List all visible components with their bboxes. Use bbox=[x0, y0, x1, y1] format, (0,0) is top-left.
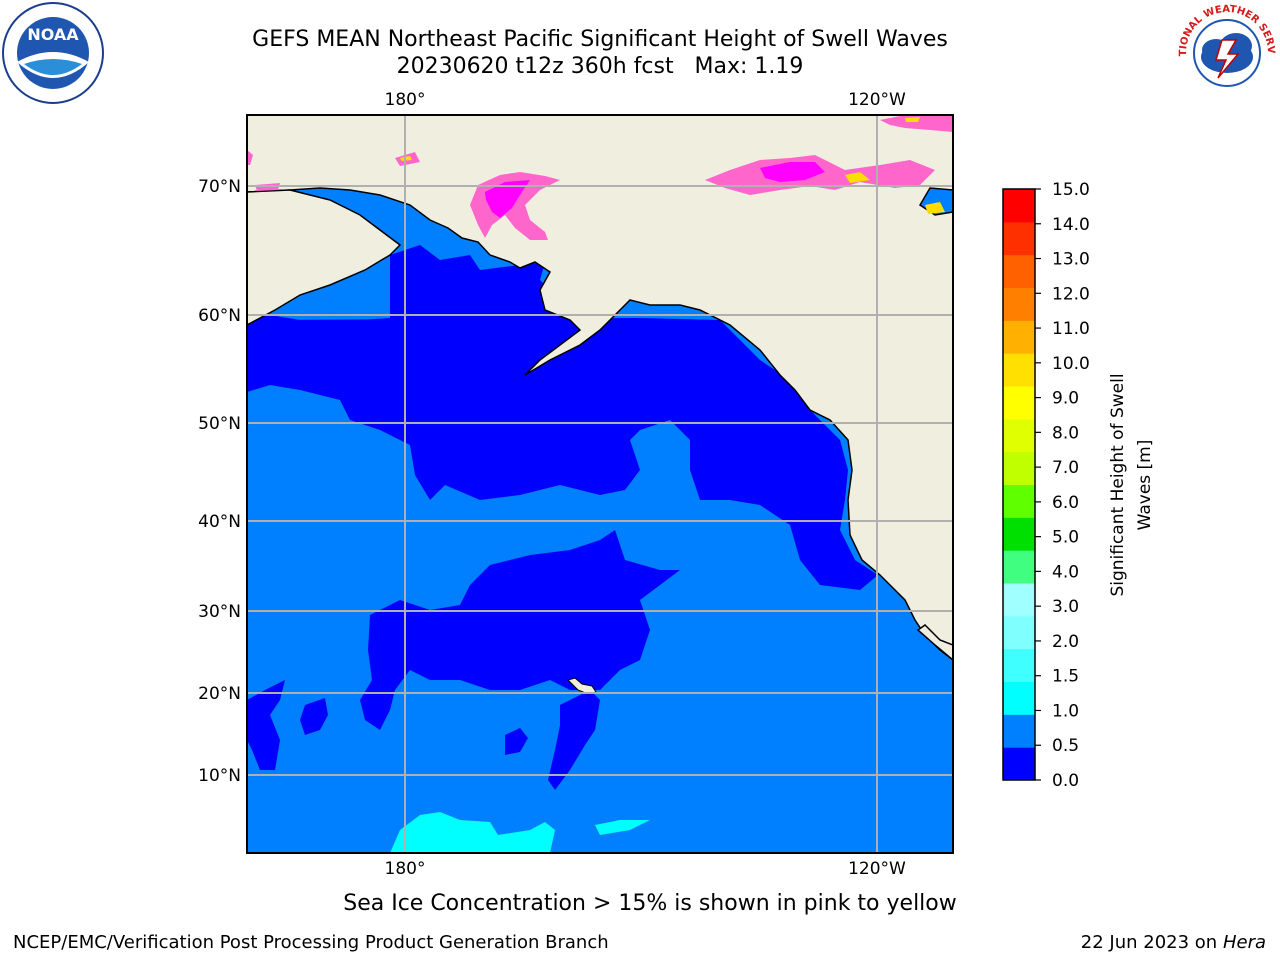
lat-label-20n: 20°N bbox=[198, 684, 241, 704]
colorbar-band bbox=[1003, 517, 1035, 551]
land-hawaii bbox=[567, 677, 597, 695]
colorbar-band bbox=[1003, 189, 1035, 223]
colorbar-band bbox=[1003, 681, 1035, 715]
colorbar-tick-label: 14.0 bbox=[1052, 215, 1090, 235]
colorbar-tick-label: 5.0 bbox=[1052, 528, 1079, 548]
colorbar-band bbox=[1003, 221, 1035, 256]
lon-label-top-180: 180° bbox=[385, 90, 426, 110]
map-frame bbox=[246, 114, 954, 854]
lat-label-70n: 70°N bbox=[198, 177, 241, 197]
colorbar-band bbox=[1003, 320, 1035, 354]
colorbar-tick-label: 11.0 bbox=[1052, 319, 1090, 339]
colorbar-band bbox=[1003, 747, 1035, 781]
colorbar-band bbox=[1003, 583, 1035, 617]
colorbar-band bbox=[1003, 418, 1035, 453]
colorbar-tick-label: 12.0 bbox=[1052, 284, 1090, 304]
sea-ice-beaufort-core bbox=[760, 162, 825, 182]
colorbar-band bbox=[1003, 353, 1035, 387]
sea-ice-arctic-islands bbox=[880, 115, 953, 132]
colorbar-band bbox=[1003, 484, 1035, 518]
colorbar-tick-label: 1.0 bbox=[1052, 701, 1079, 721]
nws-logo: NATIONAL WEATHER SERVICE bbox=[1176, 2, 1277, 103]
footer-date-text: 22 Jun 2023 on bbox=[1080, 932, 1218, 953]
colorbar-tick-label: 4.0 bbox=[1052, 562, 1079, 582]
lon-label-bottom-120w: 120°W bbox=[848, 859, 906, 879]
chart-subtitle: 20230620 t12z 360h fcst Max: 1.19 bbox=[396, 54, 804, 79]
chart-title: GEFS MEAN Northeast Pacific Significant … bbox=[252, 27, 948, 52]
low-swell-west-patch-2 bbox=[300, 698, 328, 735]
colorbar-tick-label: 13.0 bbox=[1052, 250, 1090, 270]
colorbar-tick-label: 1.5 bbox=[1052, 667, 1079, 687]
land-south-mexico bbox=[916, 624, 953, 661]
map-panel bbox=[247, 115, 953, 853]
lat-label-10n: 10°N bbox=[198, 766, 241, 786]
colorbar-band bbox=[1003, 386, 1035, 420]
swell-1-1.5m-equatorial bbox=[390, 812, 555, 853]
colorbar-frame bbox=[1002, 188, 1036, 781]
colorbar-label-line2: Waves [m] bbox=[1135, 440, 1155, 531]
footer-host: Hera bbox=[1222, 932, 1266, 953]
footer-branch: NCEP/EMC/Verification Post Processing Pr… bbox=[13, 932, 609, 953]
footer-date: 22 Jun 2023 on Hera bbox=[1081, 932, 1266, 954]
lat-label-30n: 30°N bbox=[198, 602, 241, 622]
colorbar-band bbox=[1003, 648, 1035, 682]
colorbar-tick-label: 7.0 bbox=[1052, 458, 1079, 478]
colorbar-band bbox=[1003, 451, 1035, 485]
colorbar-tick-label: 0.5 bbox=[1052, 736, 1079, 756]
colorbar-label-line1: Significant Height of Swell bbox=[1108, 373, 1128, 596]
lon-label-bottom-180: 180° bbox=[385, 859, 426, 879]
sea-ice-note: Sea Ice Concentration > 15% is shown in … bbox=[343, 891, 957, 916]
land-chukotka bbox=[247, 189, 402, 326]
colorbar-tick-label: 0.0 bbox=[1052, 771, 1079, 791]
low-swell-small-patch bbox=[505, 728, 528, 755]
colorbar-tick-label: 6.0 bbox=[1052, 493, 1079, 513]
colorbar-band bbox=[1003, 550, 1035, 584]
noaa-logo-text: NOAA bbox=[27, 25, 79, 44]
lat-label-60n: 60°N bbox=[198, 306, 241, 326]
lat-label-40n: 40°N bbox=[198, 512, 241, 532]
colorbar-tick-label: 10.0 bbox=[1052, 354, 1090, 374]
low-swell-subtropical bbox=[360, 530, 680, 730]
colorbar-band bbox=[1003, 615, 1035, 650]
lon-label-top-120w: 120°W bbox=[848, 90, 906, 110]
sea-ice-chukchi-core bbox=[485, 180, 530, 218]
noaa-logo: NOAA bbox=[2, 2, 104, 104]
colorbar-band bbox=[1003, 714, 1035, 748]
lat-label-50n: 50°N bbox=[198, 414, 241, 434]
colorbar-tick-label: 8.0 bbox=[1052, 423, 1079, 443]
colorbar-band bbox=[1003, 287, 1035, 321]
colorbar-ticks: 15.0 14.0 13.0 12.0 11.0 10.0 9.0 8.0 7.0 6.0 5.0 4… bbox=[1035, 180, 1090, 791]
low-swell-west-patch bbox=[247, 680, 285, 770]
swell-1-1.5m-equatorial-2 bbox=[595, 820, 650, 835]
colorbar bbox=[1002, 188, 1036, 781]
colorbar-band bbox=[1003, 254, 1035, 288]
colorbar-tick-label: 3.0 bbox=[1052, 597, 1079, 617]
graticule bbox=[247, 115, 953, 853]
low-swell-hawaii-south bbox=[548, 690, 600, 790]
colorbar-tick-label: 15.0 bbox=[1052, 180, 1090, 200]
colorbar-tick-label: 2.0 bbox=[1052, 632, 1079, 652]
colorbar-tick-label: 9.0 bbox=[1052, 389, 1079, 409]
